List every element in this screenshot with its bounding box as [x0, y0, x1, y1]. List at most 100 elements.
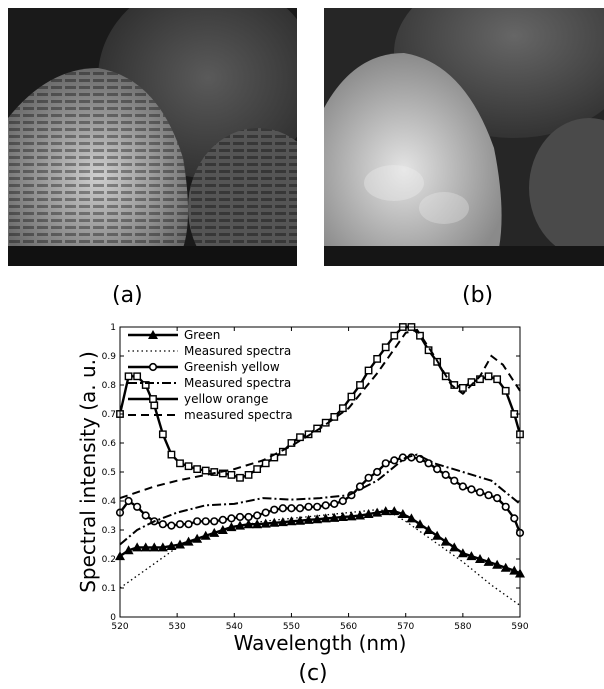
triangle-marker	[312, 514, 323, 524]
triangle-marker	[355, 510, 365, 520]
series-3	[115, 453, 525, 537]
square-marker	[347, 392, 356, 401]
y-tick-label: 0.7	[102, 410, 116, 420]
triangle-marker	[303, 514, 314, 524]
x-axis-label: Wavelength (nm)	[234, 631, 407, 655]
axes-frame	[119, 326, 521, 618]
square-marker	[296, 433, 304, 442]
triangle-marker	[329, 512, 340, 522]
legend-label: Greenish yellow	[184, 360, 280, 374]
series-line	[119, 453, 521, 546]
circle-marker	[235, 512, 245, 522]
square-marker	[253, 465, 262, 473]
y-tick-label: 0.3	[102, 526, 116, 536]
circle-marker	[373, 467, 382, 477]
triangle-marker	[492, 559, 503, 569]
legend-entry: Measured spectra	[128, 344, 291, 358]
legend-entry: yellow orange	[128, 392, 268, 406]
y-tick-label: 0.6	[102, 439, 117, 449]
legend-label: measured spectra	[184, 408, 293, 422]
triangle-marker	[192, 533, 203, 543]
circle-marker	[218, 515, 227, 524]
y-axis-label: Spectral intensity (a. u.)	[76, 351, 100, 593]
x-tick-label: 580	[454, 622, 471, 632]
square-marker	[261, 459, 270, 468]
circle-marker	[193, 517, 202, 526]
triangle-marker	[226, 522, 237, 532]
legend-label: Green	[184, 328, 220, 342]
triangle-marker	[140, 542, 151, 552]
triangle-marker	[432, 530, 443, 540]
legend-entry: measured spectra	[128, 408, 293, 422]
x-tick-label: 590	[511, 622, 528, 632]
square-marker	[184, 462, 193, 471]
x-tick-label: 550	[283, 622, 300, 632]
legend: Green Measured spectra Greenish yellow Meas…	[128, 328, 293, 422]
square-marker	[149, 395, 157, 403]
triangle-marker	[466, 551, 477, 561]
triangle-marker	[175, 539, 185, 549]
triangle-marker	[148, 330, 158, 339]
circle-marker	[338, 496, 347, 506]
circle-marker	[330, 499, 339, 508]
square-marker	[364, 366, 373, 375]
x-tick-label: 570	[397, 622, 414, 632]
legend-entry: Green	[128, 328, 220, 342]
y-tick-label: 0.8	[102, 381, 117, 391]
circle-marker	[201, 517, 210, 526]
triangle-marker	[483, 556, 494, 566]
triangle-marker	[200, 530, 211, 540]
caption-c: (c)	[298, 661, 327, 686]
spectra-chart: 520 530 540 550 560 570 580 590 0 0.1 0.2 0.3 0.4 0.5…	[76, 323, 529, 686]
circle-marker	[450, 476, 459, 485]
square-marker	[484, 372, 493, 381]
square-marker	[193, 465, 202, 473]
triangle-marker	[166, 540, 177, 550]
series-line	[118, 325, 522, 480]
triangle-marker	[440, 536, 451, 546]
circle-marker	[287, 504, 296, 513]
square-marker	[244, 470, 253, 479]
triangle-marker	[277, 517, 288, 527]
triangle-marker	[389, 506, 400, 516]
circle-marker	[510, 514, 519, 523]
triangle-marker	[235, 520, 245, 530]
triangle-marker	[406, 513, 417, 523]
square-marker	[201, 466, 210, 475]
circle-marker	[148, 362, 158, 372]
square-marker	[133, 372, 142, 381]
triangle-marker	[217, 525, 228, 534]
circle-marker	[475, 488, 485, 497]
legend-label: Measured spectra	[184, 344, 291, 358]
photo-b	[324, 8, 604, 266]
triangle-marker	[475, 554, 485, 563]
square-marker	[458, 383, 467, 392]
legend-entry: Measured spectra	[128, 376, 291, 390]
circle-marker	[381, 459, 390, 468]
circle-marker	[355, 482, 365, 491]
axis-ticks: 520 530 540 550 560 570 580 590 0 0.1 0.2 0.3 0.4 0.5…	[102, 323, 529, 632]
plot-marks	[115, 323, 525, 606]
y-tick-label: 0.4	[102, 497, 117, 507]
circle-marker	[433, 465, 442, 474]
triangle-marker	[260, 518, 271, 528]
triangle-marker	[509, 565, 520, 575]
circle-marker	[253, 511, 262, 520]
circle-marker	[158, 520, 167, 529]
square-marker	[278, 447, 287, 456]
circle-marker	[321, 501, 330, 510]
circle-marker	[270, 505, 279, 514]
circle-marker	[458, 482, 467, 491]
circle-marker	[441, 470, 450, 479]
circle-marker	[244, 512, 253, 522]
x-tick-label: 560	[340, 622, 357, 632]
legend-label: Measured spectra	[184, 376, 291, 390]
series-line	[119, 328, 521, 500]
square-marker	[176, 459, 184, 468]
square-marker	[124, 372, 133, 381]
circle-marker	[124, 496, 133, 506]
triangle-marker	[449, 542, 460, 552]
photo-a	[8, 8, 297, 266]
triangle-marker	[346, 511, 357, 521]
square-marker	[356, 381, 364, 389]
